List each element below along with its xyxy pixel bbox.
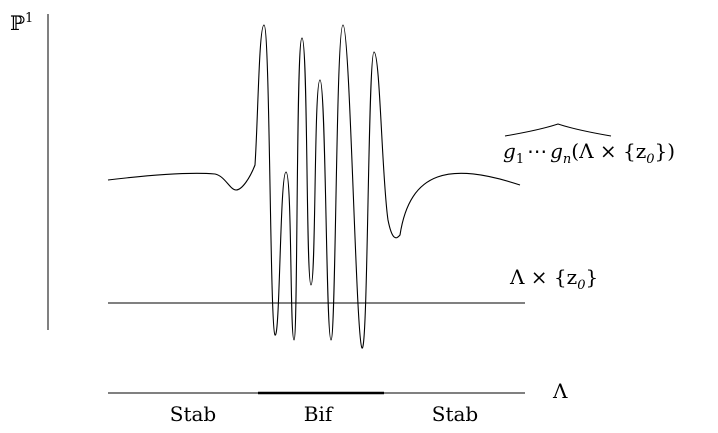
- image-curve-label: g1 ⋯ gn(Λ × {z0}): [503, 139, 675, 167]
- vertical-axis-label: ℙ1: [10, 11, 33, 35]
- composition-hat: [504, 123, 612, 137]
- image-curve: [107, 24, 521, 349]
- region-label-stab-left: Stab: [170, 402, 216, 426]
- parameter-axis-label: Λ: [552, 379, 568, 403]
- region-label-stab-right: Stab: [432, 402, 478, 426]
- region-label-bif: Bif: [304, 402, 334, 426]
- fixed-point-line-label: Λ × {z0}: [509, 265, 598, 293]
